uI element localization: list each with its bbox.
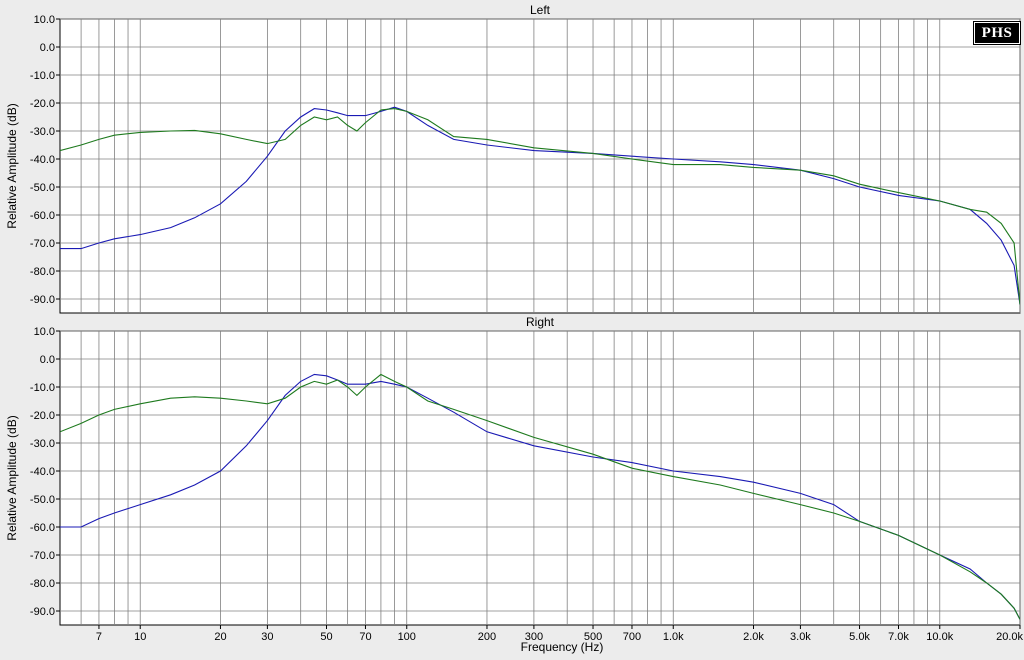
phs-logo: PHS (973, 21, 1021, 45)
x-tick-label: 30 (261, 631, 273, 643)
x-tick-label: 10.0k (926, 631, 953, 643)
x-tick-label: 70 (359, 631, 371, 643)
x-tick-label: 500 (584, 631, 602, 643)
x-tick-label: 20.0k (996, 631, 1023, 643)
y-tick-label: -40.0 (30, 154, 55, 166)
y-tick-label: 10.0 (34, 14, 55, 26)
panel-left: 10.0 0.0 -10.0 -20.0 -30.0 -40.0 -50.0 -60.0 -70… (5, 3, 1021, 314)
y-tick-label: -80.0 (30, 578, 55, 590)
y-tick-label: -80.0 (30, 266, 55, 278)
y-tick-label: -20.0 (30, 98, 55, 110)
x-tick-label: 50 (320, 631, 332, 643)
x-tick-label: 3.0k (790, 631, 811, 643)
series-line-green (60, 373, 1020, 620)
y-axis-label: Relative Amplitude (dB) (5, 103, 19, 228)
y-tick-label: -70.0 (30, 238, 55, 250)
panel-right: 10.0 0.0 -10.0 -20.0 -30.0 -40.0 -50.0 -60.0 -70… (5, 315, 1023, 643)
y-tick-label: -40.0 (30, 466, 55, 478)
y-tick-label: -20.0 (30, 410, 55, 422)
y-tick-label: -50.0 (30, 182, 55, 194)
y-tick-label: -10.0 (30, 70, 55, 82)
y-tick-label: -60.0 (30, 522, 55, 534)
y-tick-label: -50.0 (30, 494, 55, 506)
series-line-green (60, 108, 1020, 305)
x-tick-label: 20 (214, 631, 226, 643)
panel-title: Right (526, 315, 555, 329)
y-tick-label: -90.0 (30, 294, 55, 306)
y-tick-label: 0.0 (40, 354, 55, 366)
y-tick-label: -60.0 (30, 210, 55, 222)
plot-area (59, 18, 1021, 314)
plot-area (59, 330, 1021, 626)
x-tick-label: 100 (398, 631, 416, 643)
y-tick-label: -90.0 (30, 606, 55, 618)
y-tick-label: -70.0 (30, 550, 55, 562)
x-tick-label: 1.0k (663, 631, 684, 643)
y-tick-label: -30.0 (30, 126, 55, 138)
x-tick-label: 5.0k (849, 631, 870, 643)
y-axis-label: Relative Amplitude (dB) (5, 415, 19, 540)
x-tick-label: 7 (96, 631, 102, 643)
x-tick-label: 10 (134, 631, 146, 643)
panel-title: Left (530, 3, 551, 17)
x-tick-label: 300 (525, 631, 543, 643)
y-tick-label: -30.0 (30, 438, 55, 450)
x-tick-label: 200 (478, 631, 496, 643)
x-tick-label: 7.0k (888, 631, 909, 643)
y-tick-label: -10.0 (30, 382, 55, 394)
y-tick-label: 10.0 (34, 326, 55, 338)
x-axis-label: Frequency (Hz) (521, 640, 604, 654)
x-tick-label: 2.0k (743, 631, 764, 643)
y-tick-label: 0.0 (40, 42, 55, 54)
x-tick-label: 700 (623, 631, 641, 643)
